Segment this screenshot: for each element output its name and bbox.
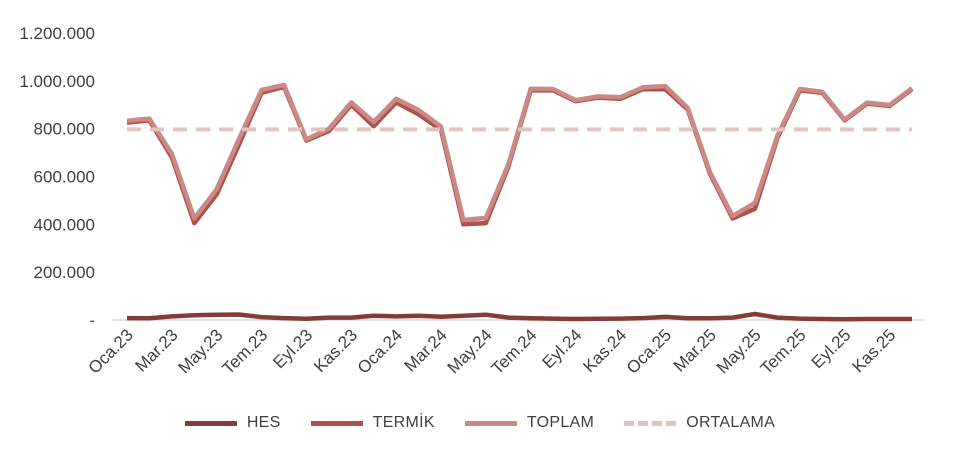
x-tick-label: Kas.24: [579, 325, 630, 376]
legend-label: ORTALAMA: [686, 414, 776, 431]
x-axis-ticks: Oca.23Mar.23May.23Tem.23Eyl.23Kas.23Oca.…: [85, 325, 900, 378]
legend-item: ORTALAMA: [624, 414, 775, 432]
x-tick-label: May.23: [175, 325, 227, 377]
y-tick-label: 1.200.000: [19, 24, 95, 43]
x-tick-label: Mar.25: [670, 325, 720, 375]
legend-item: HES: [184, 414, 281, 432]
x-tick-label: Tem.24: [488, 325, 541, 378]
x-tick-label: Oca.24: [354, 325, 406, 377]
legend-swatch: [464, 420, 517, 426]
y-tick-label: 200.000: [34, 263, 95, 282]
series-line-hes: [126, 311, 912, 322]
y-tick-label: 1.000.000: [19, 72, 95, 91]
x-tick-label: Tem.23: [219, 325, 272, 378]
x-tick-label: May.25: [713, 325, 765, 377]
x-tick-label: Mar.23: [131, 325, 181, 375]
x-tick-label: Eyl.23: [269, 325, 316, 372]
legend-swatch: [184, 420, 237, 426]
x-tick-label: Mar.24: [401, 325, 451, 375]
x-tick-label: Oca.25: [623, 325, 675, 377]
x-tick-label: May.24: [444, 325, 496, 377]
x-tick-label: Eyl.25: [808, 325, 855, 372]
legend-item: TERMİK: [310, 414, 435, 432]
x-tick-label: Eyl.24: [539, 325, 586, 372]
legend: HES TERMİK TOPLAM ORTALAMA: [0, 414, 960, 432]
y-tick-label: 400.000: [34, 215, 95, 234]
y-axis-ticks: - 200.000 400.000 600.000 800.000 1.000.000 1.…: [19, 24, 95, 330]
x-tick-label: Oca.23: [85, 325, 137, 377]
y-tick-label: 800.000: [34, 120, 95, 139]
legend-label: TOPLAM: [526, 414, 595, 431]
legend-label: TERMİK: [372, 414, 435, 431]
series-line-termi-k: [126, 84, 914, 227]
x-tick-label: Kas.25: [849, 325, 900, 376]
x-tick-label: Tem.25: [757, 325, 810, 378]
legend-item: TOPLAM: [464, 414, 595, 432]
x-tick-label: Kas.23: [310, 325, 361, 376]
legend-swatch: [624, 420, 677, 426]
series-line-toplam: [126, 82, 914, 223]
legend-label: HES: [246, 414, 281, 431]
y-tick-label: -: [89, 311, 95, 330]
legend-swatch: [310, 420, 363, 426]
y-tick-label: 600.000: [34, 168, 95, 187]
series-lines: [126, 82, 914, 322]
